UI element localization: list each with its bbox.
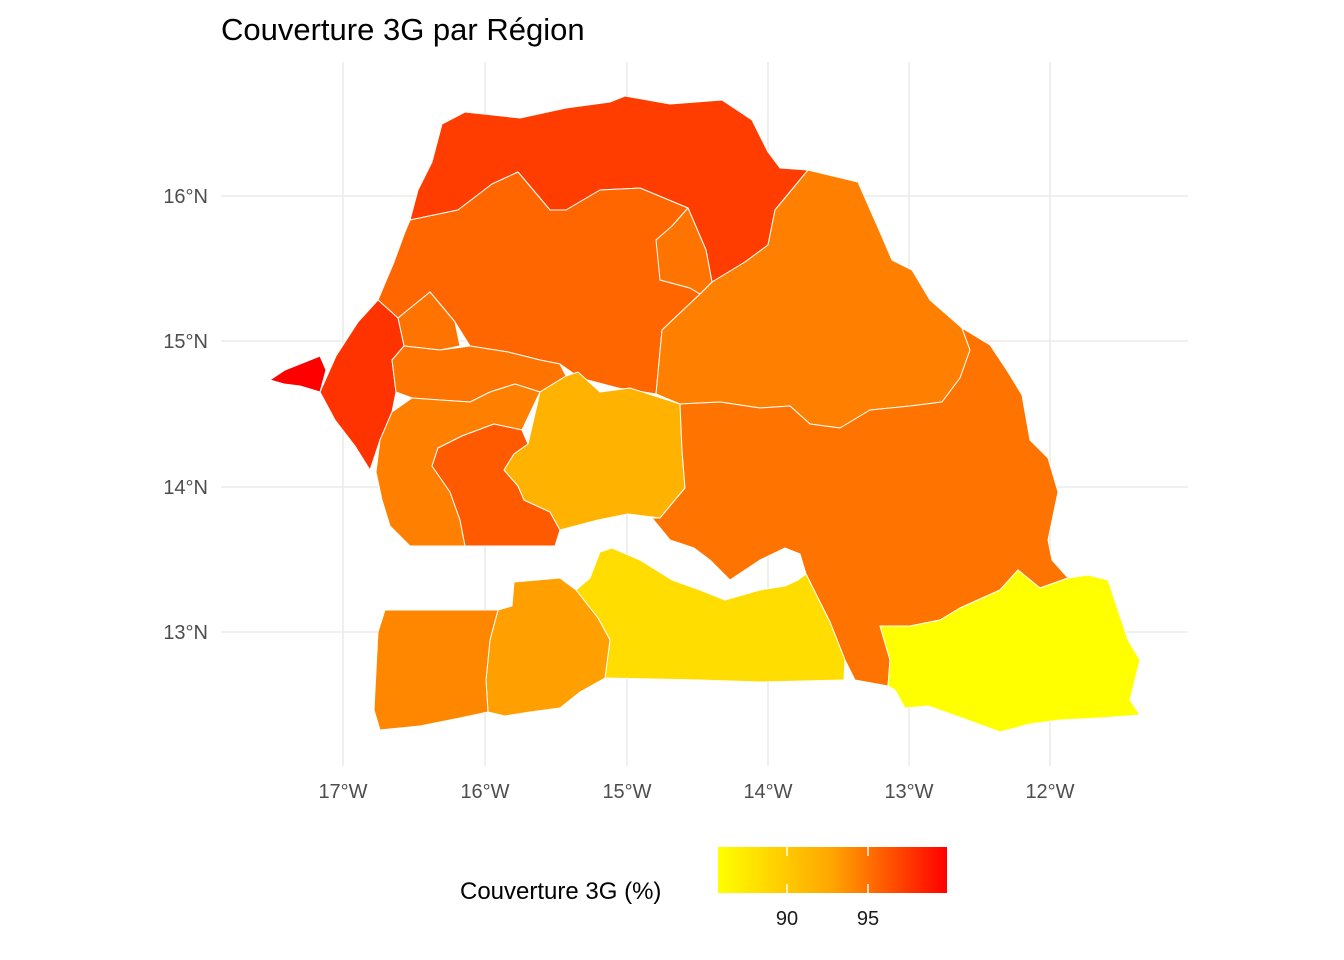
x-tick-label: 17°W (318, 781, 367, 803)
region-ziguinchor[interactable] (373, 609, 499, 731)
x-tick-label: 12°W (1025, 781, 1074, 803)
x-tick-label: 14°W (743, 781, 792, 803)
region-kedougou[interactable] (879, 569, 1141, 733)
x-tick-label: 15°W (602, 781, 651, 803)
y-axis: 16°N 15°N 14°N 13°N (163, 186, 208, 644)
chart-title: Couverture 3G par Région (221, 12, 585, 47)
y-tick-label: 13°N (163, 622, 208, 644)
x-tick-label: 16°W (460, 781, 509, 803)
y-tick-label: 14°N (163, 477, 208, 499)
legend-colorbar (718, 847, 947, 893)
x-tick-label: 13°W (884, 781, 933, 803)
legend-tick-label: 90 (776, 908, 798, 930)
y-tick-label: 15°N (163, 331, 208, 353)
x-axis: 17°W 16°W 15°W 14°W 13°W 12°W (318, 781, 1074, 803)
legend: Couverture 3G (%) 90 95 (460, 847, 947, 930)
region-dakar[interactable] (269, 355, 327, 393)
region-kaffrine[interactable] (503, 371, 686, 531)
region-kolda[interactable] (575, 547, 846, 683)
legend-title: Couverture 3G (%) (460, 878, 661, 905)
legend-tick-label: 95 (857, 908, 879, 930)
y-tick-label: 16°N (163, 186, 208, 208)
regions (269, 95, 1141, 733)
